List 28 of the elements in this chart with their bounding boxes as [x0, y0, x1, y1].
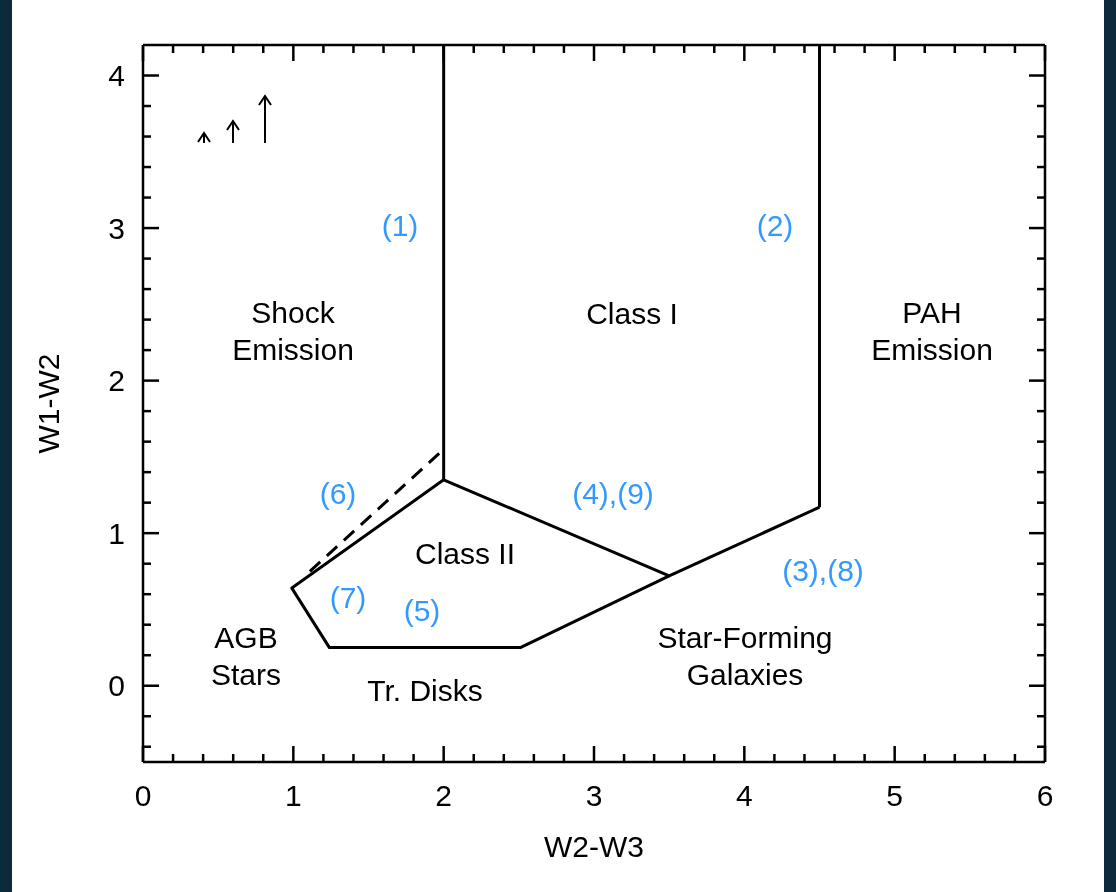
y-tick-label: 0	[108, 669, 125, 703]
annotation: AGB Stars	[210, 621, 282, 691]
annotation: Class II	[414, 536, 516, 570]
annotation: (7)	[329, 580, 367, 614]
annotation: Tr. Disks	[367, 673, 483, 707]
annotation: (5)	[403, 593, 441, 627]
y-tick-label: 4	[108, 59, 125, 93]
x-tick-label: 5	[886, 779, 904, 812]
annotation: Class I	[586, 296, 678, 330]
x-tick-label: 2	[435, 779, 453, 812]
y-tick-label: 1	[108, 516, 125, 550]
annotation: Star-Forming Galaxies	[657, 621, 833, 691]
annotation: (1)	[381, 208, 419, 242]
annotation: (3),(8)	[782, 553, 864, 587]
y-axis-title: W1-W2	[31, 353, 65, 454]
y-tick-label: 3	[108, 211, 125, 245]
x-tick-label: 4	[735, 779, 753, 812]
annotation: (4),(9)	[572, 476, 654, 510]
x-tick-label: 3	[585, 779, 603, 812]
annotation: (6)	[319, 476, 357, 510]
x-tick-label: 1	[284, 779, 302, 812]
x-tick-label: 0	[134, 779, 152, 812]
annotation: Shock Emission	[232, 296, 354, 366]
annotation: PAH Emission	[871, 296, 993, 366]
y-tick-label: 2	[108, 364, 125, 398]
annotation: (2)	[756, 208, 794, 242]
x-axis-title: W2-W3	[544, 830, 644, 863]
x-tick-label: 6	[1036, 779, 1054, 812]
